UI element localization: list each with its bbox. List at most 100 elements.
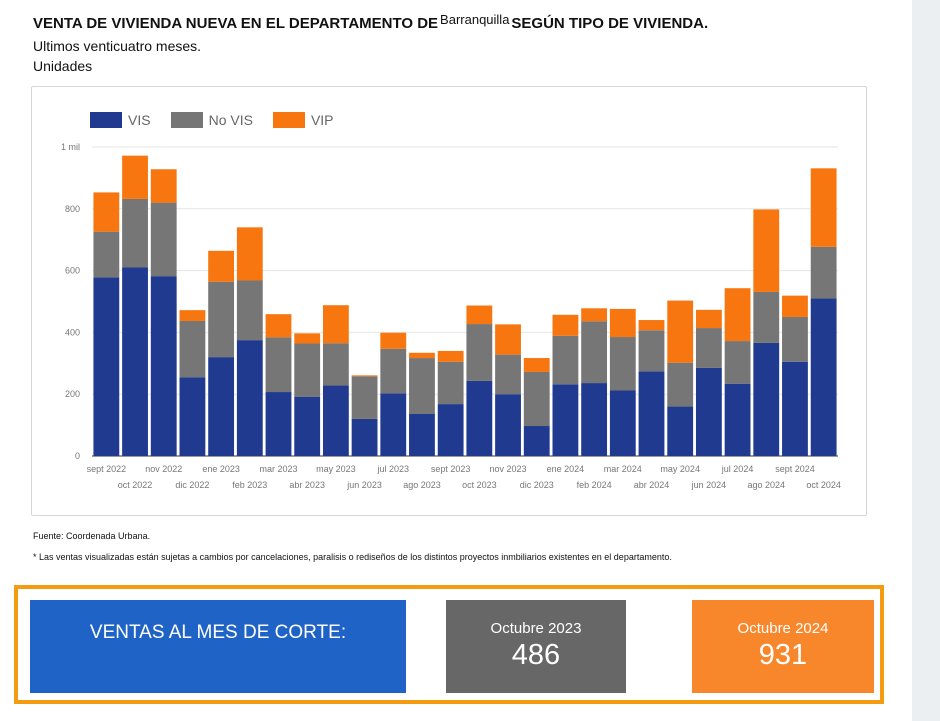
legend-label-vip: VIP	[310, 112, 334, 128]
x-tick-label: ene 2024	[547, 464, 585, 474]
x-tick-label: feb 2024	[577, 480, 612, 490]
bar-segment-vis	[294, 396, 321, 456]
x-tick-label: jun 2024	[691, 480, 727, 490]
bar-segment-vip	[581, 308, 608, 322]
bar-segment-vip	[437, 350, 464, 362]
x-tick-label: may 2024	[660, 464, 700, 474]
bar-segment-vip	[609, 308, 636, 338]
x-tick-label: dic 2022	[175, 480, 209, 490]
bar-segment-vip	[409, 352, 435, 359]
bar-segment-vip	[523, 358, 550, 372]
bar-segment-vip	[810, 168, 837, 247]
legend-item-vis[interactable]: VIS	[90, 112, 151, 128]
title-after: SEGÚN TIPO DE VIVIENDA.	[511, 15, 709, 32]
bar-segment-no-vis	[208, 281, 235, 358]
source-note: Fuente: Coordenada Urbana.	[33, 531, 151, 541]
x-tick-label: ago 2023	[403, 480, 441, 490]
bar-segment-no-vis	[93, 231, 120, 278]
bar-segment-vis	[810, 298, 837, 456]
page-edge	[912, 0, 940, 721]
bar-segment-vip	[351, 375, 378, 377]
bar-segment-vip	[294, 333, 321, 344]
y-tick-label: 800	[65, 204, 80, 214]
x-tick-label: oct 2022	[118, 480, 153, 490]
bar-segment-vip	[724, 288, 751, 342]
bar-segment-no-vis	[523, 371, 550, 427]
x-tick-label: ene 2023	[202, 464, 240, 474]
title-before: VENTA DE VIVIENDA NUEVA EN EL DEPARTAMEN…	[33, 15, 439, 32]
bar-segment-vip	[122, 155, 148, 199]
chart-title: VENTA DE VIVIENDA NUEVA EN EL DEPARTAMEN…	[33, 12, 709, 32]
bar-segment-vis	[667, 406, 694, 456]
x-tick-label: feb 2023	[232, 480, 267, 490]
bar-segment-vis	[409, 413, 435, 456]
bar-segment-vip	[695, 309, 722, 329]
y-tick-label: 0	[75, 451, 80, 461]
bar-segment-no-vis	[466, 324, 493, 381]
chart-container: VIS No VIS VIP 0 200 400 600 800 1 mil sept 20…	[31, 86, 867, 516]
x-tick-label: jun 2023	[346, 480, 382, 490]
bar-segment-no-vis	[753, 291, 780, 343]
legend-item-novis[interactable]: No VIS	[170, 112, 253, 128]
bar-segment-vis	[609, 390, 636, 456]
bar-segment-no-vis	[667, 362, 694, 407]
bar-segment-vis	[724, 383, 751, 456]
summary-prev-box: Octubre 2023 486	[446, 600, 626, 693]
x-tick-label: may 2023	[316, 464, 356, 474]
bar-segment-no-vis	[351, 376, 378, 419]
bar-segment-vis	[322, 385, 349, 456]
x-tick-label: abr 2024	[634, 480, 670, 490]
bar-segment-no-vis	[638, 330, 665, 372]
bar-segment-vip	[466, 305, 493, 325]
bar-segment-vis	[552, 384, 579, 456]
bar-segment-vis	[581, 383, 608, 456]
bar-segment-vis	[208, 357, 235, 456]
y-tick-label: 400	[65, 327, 80, 337]
bar-segment-vis	[523, 426, 550, 456]
x-tick-label: abr 2023	[289, 480, 325, 490]
bar-segment-vis	[380, 393, 407, 456]
bar-segment-no-vis	[380, 348, 407, 394]
bar-segment-vis	[236, 340, 263, 456]
legend-swatch-novis	[170, 112, 203, 128]
bar-segment-vis	[93, 277, 120, 456]
chart-units: Unidades	[33, 58, 93, 74]
bar-segment-no-vis	[409, 358, 435, 414]
summary-curr-value: 931	[758, 639, 808, 671]
x-tick-label: nov 2022	[145, 464, 182, 474]
x-tick-label: nov 2023	[490, 464, 527, 474]
bar-segment-vip	[236, 227, 263, 281]
x-tick-label: oct 2023	[462, 480, 497, 490]
summary-prev-label: Octubre 2023	[490, 620, 582, 637]
summary-label-box: VENTAS AL MES DE CORTE:	[30, 600, 406, 693]
summary-prev-value: 486	[511, 639, 561, 671]
x-tick-label: ago 2024	[747, 480, 785, 490]
disclaimer-note: * Las ventas visualizadas están sujetas …	[33, 552, 672, 562]
bar-segment-no-vis	[782, 316, 808, 362]
bar-segment-vip	[782, 295, 808, 317]
legend-swatch-vis	[90, 112, 122, 128]
summary-curr-box: Octubre 2024 931	[692, 600, 874, 693]
x-tick-label: jul 2023	[377, 464, 410, 474]
bar-segment-vip	[638, 320, 665, 331]
x-tick-label: sept 2022	[87, 464, 127, 474]
bar-segment-vis	[695, 367, 722, 456]
chart-legend: VIS No VIS VIP	[90, 112, 354, 128]
legend-label-novis: No VIS	[208, 112, 253, 128]
y-tick-label: 600	[65, 266, 80, 276]
legend-label-vis: VIS	[128, 112, 151, 128]
legend-swatch-vip	[272, 112, 305, 128]
bar-segment-vip	[150, 169, 177, 203]
bar-segment-no-vis	[265, 337, 292, 393]
bar-segment-vis	[495, 394, 521, 456]
bar-segment-vip	[667, 300, 694, 363]
x-tick-label: mar 2024	[604, 464, 642, 474]
bar-segment-vis	[179, 377, 206, 456]
bar-segment-vip	[495, 324, 521, 355]
y-tick-label: 200	[65, 389, 80, 399]
legend-item-vip[interactable]: VIP	[272, 112, 334, 128]
summary-panel: VENTAS AL MES DE CORTE: Octubre 2023 486…	[14, 585, 884, 704]
city-name: Barranquilla	[440, 12, 510, 27]
bar-segment-no-vis	[179, 320, 206, 378]
x-tick-label: dic 2023	[520, 480, 554, 490]
